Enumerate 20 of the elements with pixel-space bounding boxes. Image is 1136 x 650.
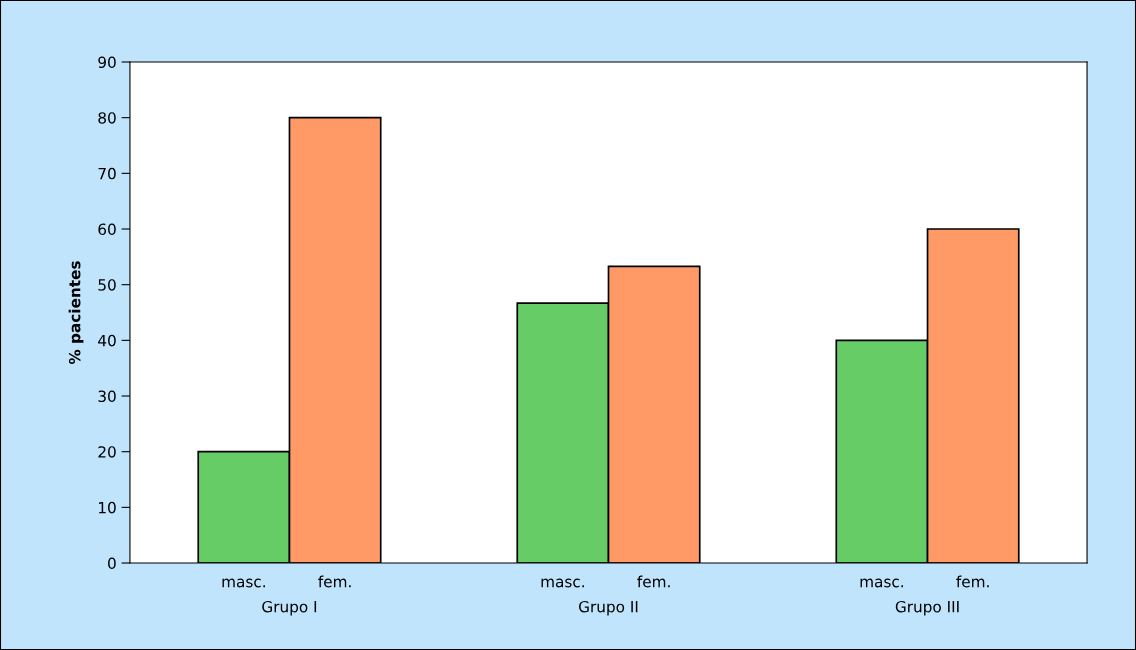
y-tick-label: 90 xyxy=(98,56,116,69)
x-tick-label: Grupo III xyxy=(895,600,959,616)
y-tick-label: 80 xyxy=(98,112,116,124)
y-tick-label: 10 xyxy=(99,501,116,514)
x-tick-label: Grupo II xyxy=(579,600,638,616)
text: fem. xyxy=(637,575,670,588)
series-label: masc. xyxy=(222,578,265,588)
y-tick-label: 30 xyxy=(98,390,116,403)
series-label: fem. xyxy=(318,575,351,588)
y-tick-label: 0 xyxy=(108,557,116,570)
text: masc. xyxy=(860,578,903,588)
text: masc. xyxy=(541,578,584,588)
y-tick-label: 20 xyxy=(98,446,116,458)
y-tick-label: 70 xyxy=(98,167,116,180)
y-axis-title: % pacientes xyxy=(68,261,84,365)
x-tick-label: Grupo I xyxy=(262,600,317,616)
text: fem. xyxy=(956,575,989,588)
y-tick-label: 50 xyxy=(98,279,116,291)
y-tick-label: 60 xyxy=(98,223,116,236)
y-tick-label: 40 xyxy=(98,334,116,347)
